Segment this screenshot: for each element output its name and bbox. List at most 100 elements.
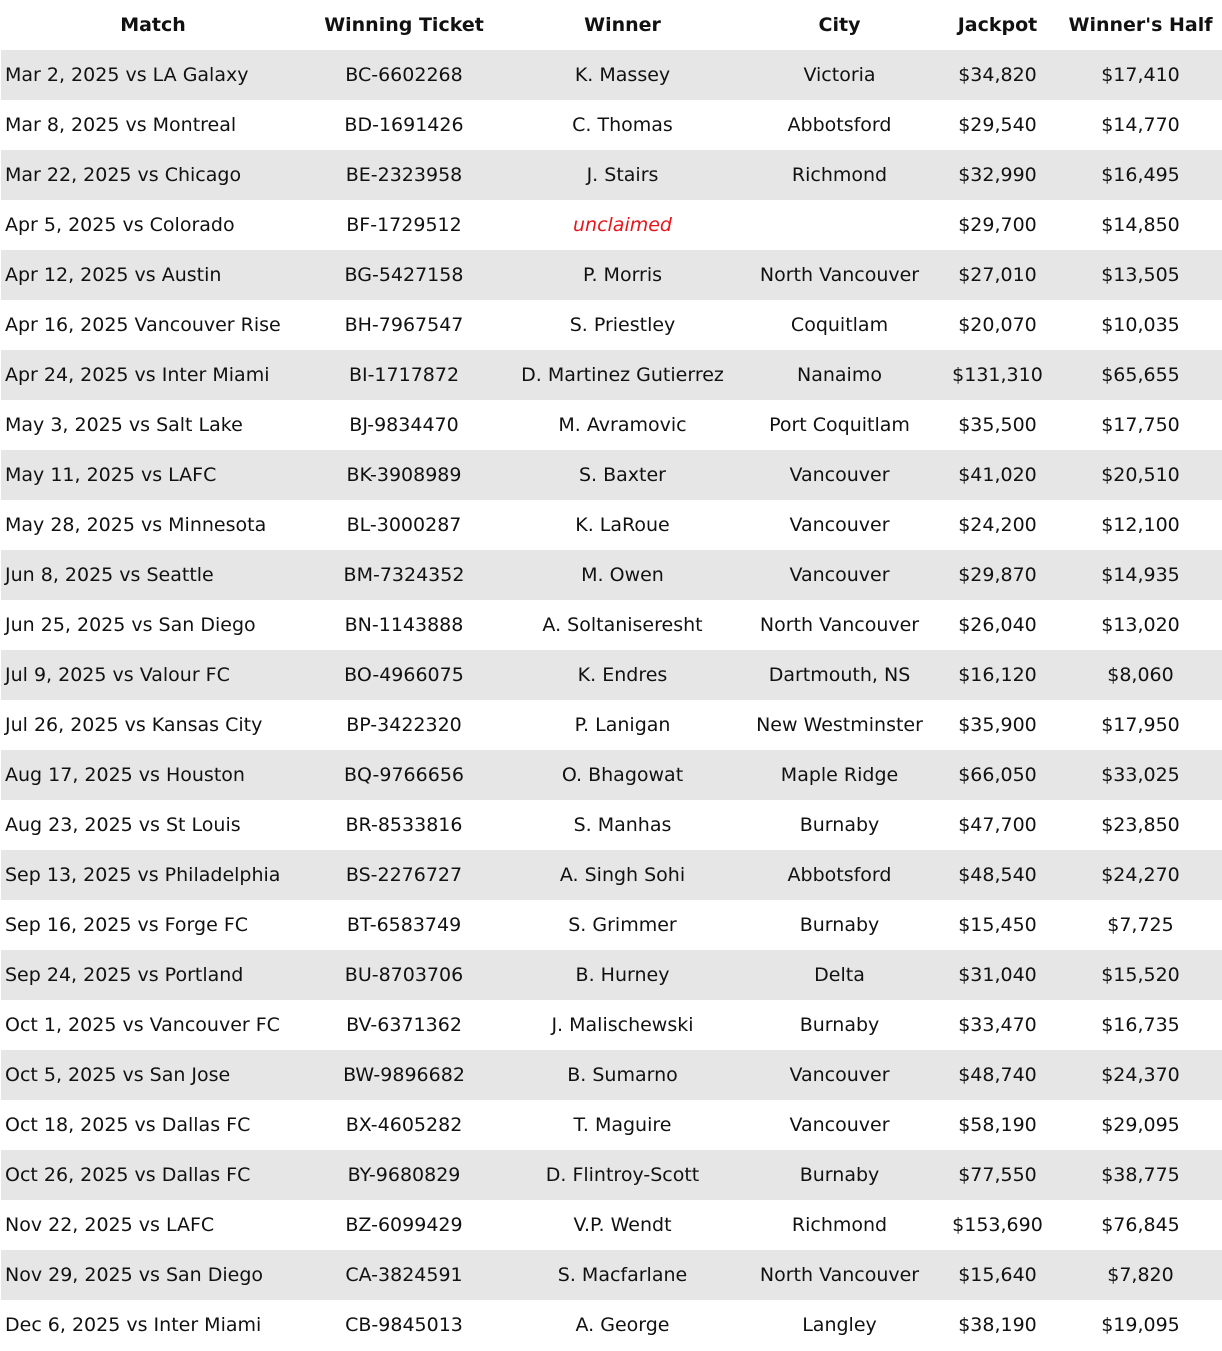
jackpot-cell: $58,190 [958,1114,1037,1136]
winners-half-cell: $19,095 [1101,1314,1180,1336]
jackpot-cell: $153,690 [952,1214,1043,1236]
jackpot-cell: $48,740 [958,1064,1037,1086]
ticket-cell: BJ-9834470 [349,414,459,436]
winners-half-cell: $8,060 [1107,664,1174,686]
winner-cell: K. LaRoue [575,514,670,536]
table-row: Nov 22, 2025 vs LAFC BZ-6099429 V.P. Wendt… [1,1200,1222,1250]
winners-half-cell: $38,775 [1101,1164,1180,1186]
winner-cell: B. Sumarno [567,1064,678,1086]
winners-half-cell: $33,025 [1101,764,1180,786]
city-cell: Richmond [791,1214,888,1236]
city-cell: Nanaimo [797,364,882,386]
jackpot-cell: $35,900 [958,714,1037,736]
jackpot-cell: $38,190 [958,1314,1037,1336]
header-winning-ticket: Winning Ticket [324,14,484,36]
table-row: Sep 13, 2025 vs Philadelphia BS-2276727 A.… [1,850,1222,900]
winner-cell: M. Avramovic [558,414,687,436]
table-row: Mar 22, 2025 vs Chicago BE-2323958 J. Stai… [1,150,1222,200]
ticket-cell: BO-4966075 [344,664,464,686]
table-row: Jun 8, 2025 vs Seattle BM-7324352 M. Owen V… [1,550,1222,600]
match-cell: Sep 16, 2025 vs Forge FC [5,914,249,936]
city-cell: Burnaby [799,1164,880,1186]
city-cell: Maple Ridge [780,764,899,786]
match-cell: Mar 2, 2025 vs LA Galaxy [5,64,249,86]
ticket-cell: BE-2323958 [345,164,463,186]
winners-half-cell: $20,510 [1101,464,1180,486]
winner-cell: D. Flintroy-Scott [545,1164,700,1186]
jackpot-cell: $41,020 [958,464,1037,486]
winners-half-cell: $10,035 [1101,314,1180,336]
table-row: Apr 24, 2025 vs Inter Miami BI-1717872 D. … [1,350,1222,400]
ticket-cell: BM-7324352 [343,564,465,586]
match-cell: Jul 9, 2025 vs Valour FC [5,664,230,686]
city-cell: Port Coquitlam [769,414,910,436]
ticket-cell: BQ-9766656 [344,764,464,786]
city-cell: Richmond [791,164,888,186]
city-cell: Vancouver [789,464,890,486]
ticket-cell: BD-1691426 [344,114,464,136]
city-cell: Langley [802,1314,877,1336]
table-row: Nov 29, 2025 vs San Diego CA-3824591 S. Ma… [1,1250,1222,1300]
winner-cell: A. George [575,1314,670,1336]
ticket-cell: BX-4605282 [345,1114,463,1136]
ticket-cell: BK-3908989 [346,464,462,486]
match-cell: Oct 26, 2025 vs Dallas FC [5,1164,251,1186]
jackpot-cell: $24,200 [958,514,1037,536]
match-cell: Sep 13, 2025 vs Philadelphia [5,864,281,886]
ticket-cell: BI-1717872 [348,364,460,386]
match-cell: Jun 25, 2025 vs San Diego [5,614,256,636]
table-row: Oct 5, 2025 vs San Jose BW-9896682 B. Suma… [1,1050,1222,1100]
city-cell: Vancouver [789,564,890,586]
winners-half-cell: $13,505 [1101,264,1180,286]
ticket-cell: BN-1143888 [344,614,464,636]
ticket-cell: BL-3000287 [346,514,462,536]
city-cell: Delta [814,964,865,986]
winners-half-cell: $76,845 [1101,1214,1180,1236]
table-row: Mar 2, 2025 vs LA Galaxy BC-6602268 K. Mas… [1,50,1222,100]
winners-half-cell: $16,735 [1101,1014,1180,1036]
city-cell: Victoria [803,64,876,86]
winner-cell: D. Martinez Gutierrez [521,364,724,386]
jackpot-cell: $16,120 [958,664,1037,686]
table-row: Dec 6, 2025 vs Inter Miami CB-9845013 A. G… [1,1300,1222,1350]
city-cell [742,200,937,250]
jackpot-cell: $131,310 [952,364,1043,386]
table-row: Oct 1, 2025 vs Vancouver FC BV-6371362 J. … [1,1000,1222,1050]
city-cell: Coquitlam [790,314,889,336]
table-row: May 3, 2025 vs Salt Lake BJ-9834470 M. Avr… [1,400,1222,450]
winners-half-cell: $24,370 [1101,1064,1180,1086]
match-cell: Apr 5, 2025 vs Colorado [5,214,235,236]
jackpot-cell: $26,040 [958,614,1037,636]
winner-cell: P. Lanigan [574,714,671,736]
ticket-cell: BC-6602268 [345,64,463,86]
ticket-cell: BP-3422320 [346,714,462,736]
match-cell: Mar 22, 2025 vs Chicago [5,164,242,186]
jackpot-cell: $33,470 [958,1014,1037,1036]
ticket-cell: BY-9680829 [347,1164,461,1186]
winner-cell: K. Endres [577,664,668,686]
header-row: Match Winning Ticket Winner City Jackpot… [1,0,1222,50]
winner-cell: S. Macfarlane [557,1264,688,1286]
winner-cell: J. Malischewski [551,1014,694,1036]
match-cell: Apr 24, 2025 vs Inter Miami [5,364,270,386]
jackpot-cell: $48,540 [958,864,1037,886]
city-cell: Abbotsford [787,864,892,886]
table-row: Jun 25, 2025 vs San Diego BN-1143888 A. So… [1,600,1222,650]
match-cell: Oct 1, 2025 vs Vancouver FC [5,1014,280,1036]
table-row: Apr 16, 2025 Vancouver Rise BH-7967547 S. … [1,300,1222,350]
match-cell: Apr 12, 2025 vs Austin [5,264,222,286]
match-cell: Sep 24, 2025 vs Portland [5,964,244,986]
jackpot-cell: $15,450 [958,914,1037,936]
winners-half-cell: $29,095 [1101,1114,1180,1136]
city-cell: Burnaby [799,914,880,936]
match-cell: Aug 23, 2025 vs St Louis [5,814,241,836]
jackpot-cell: $32,990 [958,164,1037,186]
table-row: Oct 26, 2025 vs Dallas FC BY-9680829 D. Fl… [1,1150,1222,1200]
winners-half-cell: $16,495 [1101,164,1180,186]
city-cell: Dartmouth, NS [768,664,911,686]
table-row: Jul 26, 2025 vs Kansas City BP-3422320 P. … [1,700,1222,750]
match-cell: Oct 18, 2025 vs Dallas FC [5,1114,251,1136]
winners-half-cell: $14,850 [1101,214,1180,236]
winner-cell: P. Morris [582,264,663,286]
